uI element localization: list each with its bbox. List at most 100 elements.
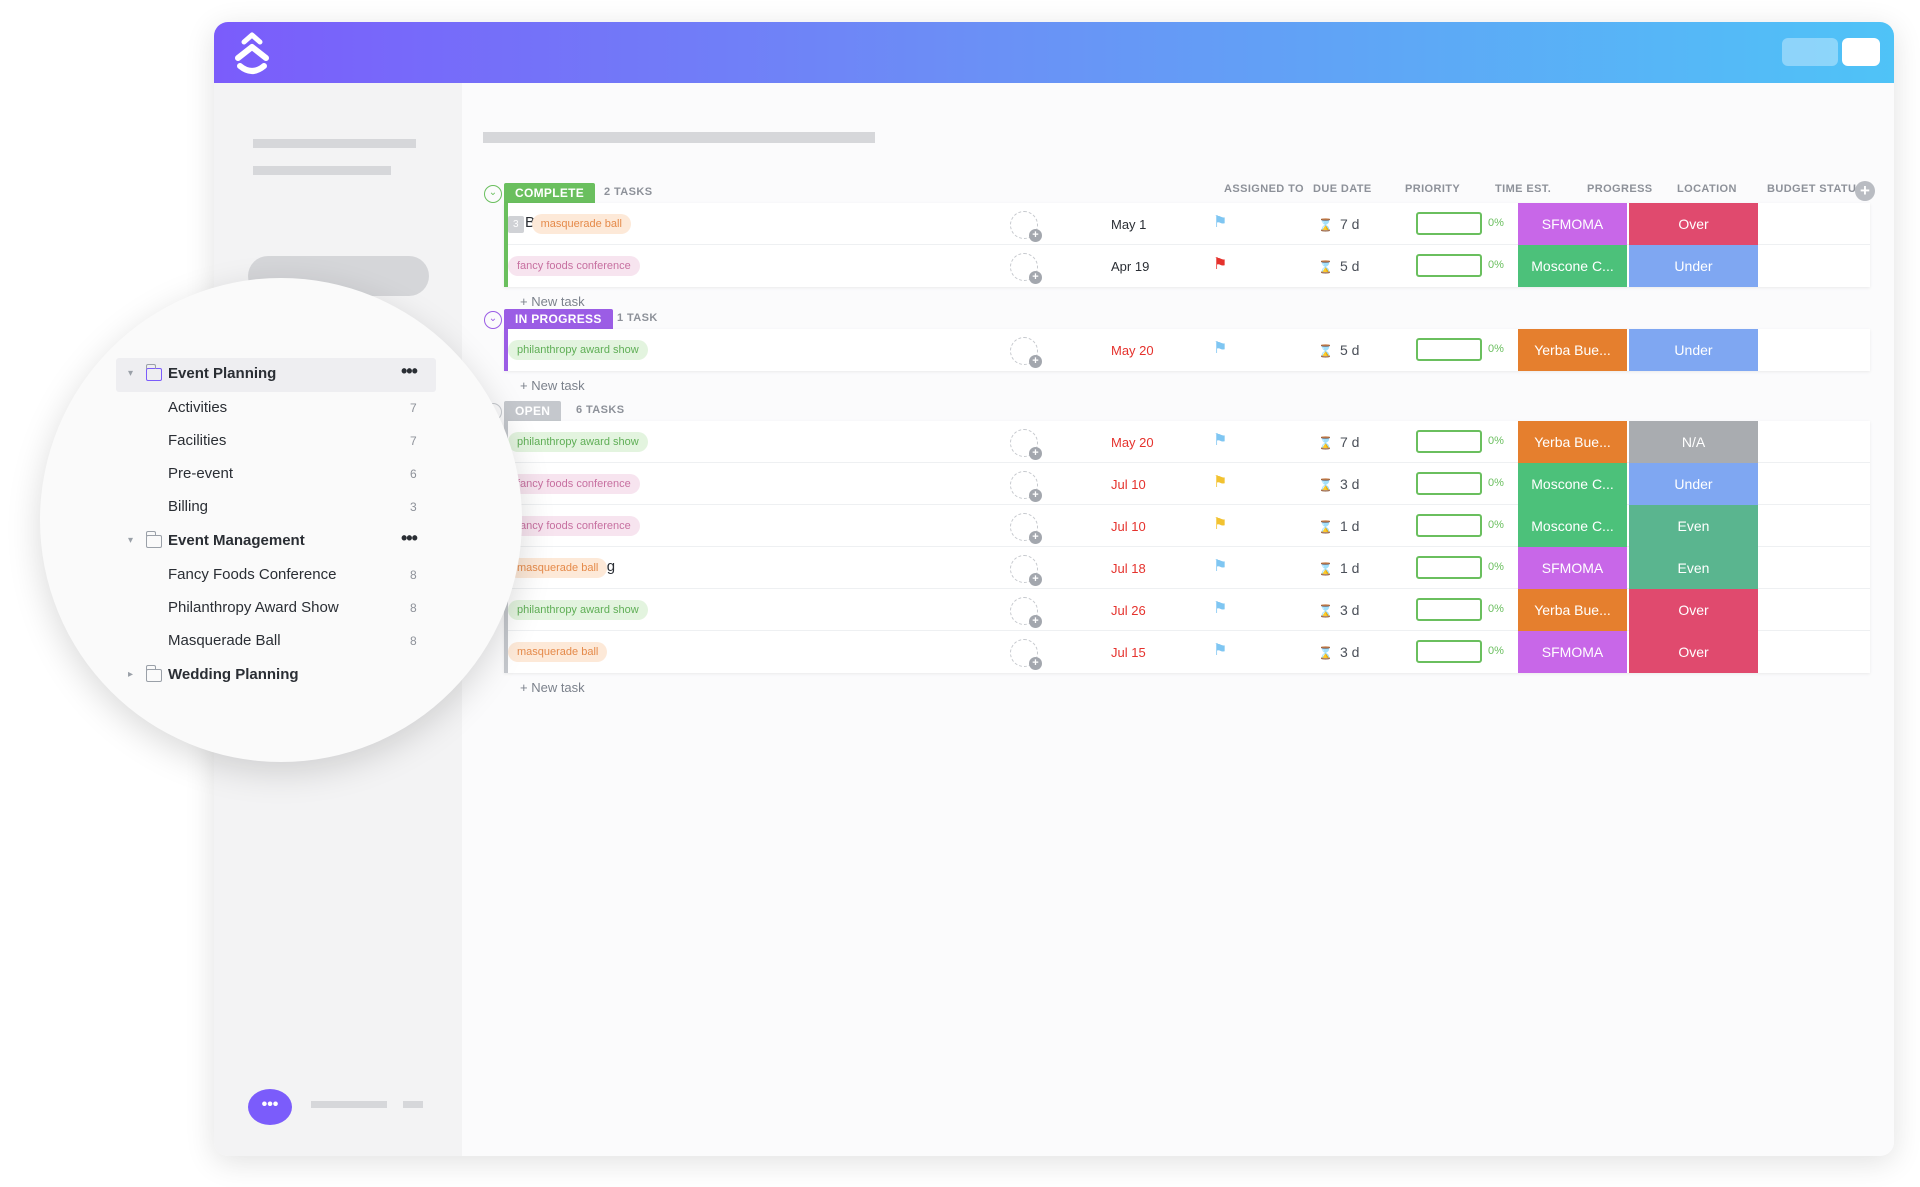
chat-icon[interactable]: •••	[248, 1089, 292, 1125]
chevron-down-icon[interactable]: ▾	[128, 535, 134, 546]
new-task-button[interactable]: + New task	[520, 378, 585, 393]
progress-bar[interactable]	[1416, 254, 1482, 277]
flag-icon[interactable]: ⚑	[1213, 642, 1228, 659]
chevron-right-icon[interactable]: ▸	[128, 669, 134, 680]
flag-icon[interactable]: ⚑	[1213, 558, 1228, 575]
add-assignee-icon[interactable]	[1010, 211, 1042, 242]
sidebar-folder-wedding-planning[interactable]: Wedding Planning	[168, 666, 299, 683]
add-assignee-icon[interactable]	[1010, 555, 1042, 586]
sidebar-list-activities[interactable]: Activities	[168, 399, 228, 416]
progress-bar[interactable]	[1416, 514, 1482, 537]
progress-bar[interactable]	[1416, 430, 1482, 453]
add-assignee-icon[interactable]	[1010, 337, 1042, 368]
location-cell[interactable]: SFMOMA	[1518, 547, 1627, 589]
more-options-icon[interactable]: •••	[401, 361, 418, 381]
tag-pill[interactable]: philanthropy award show	[508, 432, 648, 452]
status-badge[interactable]: IN PROGRESS	[504, 309, 613, 329]
clickup-logo-icon[interactable]	[228, 28, 276, 78]
flag-icon[interactable]: ⚑	[1213, 600, 1228, 617]
location-cell[interactable]: Yerba Bue...	[1518, 329, 1627, 371]
sidebar-list-philanthropy-award-show[interactable]: Philanthropy Award Show	[168, 599, 339, 616]
budget-status-cell[interactable]: N/A	[1629, 421, 1758, 463]
time-estimate[interactable]: ⌛ 3 d	[1318, 476, 1359, 492]
flag-icon[interactable]: ⚑	[1213, 256, 1228, 273]
due-date[interactable]: May 20	[1111, 435, 1154, 450]
new-task-button[interactable]: + New task	[520, 680, 585, 695]
tag-pill[interactable]: masquerade ball	[508, 642, 608, 662]
collapse-toggle-icon[interactable]: ⌄	[484, 185, 502, 203]
time-estimate[interactable]: ⌛ 1 d	[1318, 518, 1359, 534]
location-cell[interactable]: Moscone C...	[1518, 245, 1627, 287]
add-assignee-icon[interactable]	[1010, 429, 1042, 460]
sidebar-list-billing[interactable]: Billing	[168, 498, 209, 515]
table-row[interactable]: Book Venue3masquerade ballMay 1⚑⌛7 d0%SF…	[508, 203, 1870, 245]
tag-pill[interactable]: philanthropy award show	[508, 600, 648, 620]
add-assignee-icon[interactable]	[1010, 597, 1042, 628]
due-date[interactable]: Jul 18	[1111, 561, 1146, 576]
tag-pill[interactable]: fancy foods conference	[508, 256, 640, 276]
table-row[interactable]: Entertainmentphilanthropy award showMay …	[508, 329, 1870, 371]
table-row[interactable]: Cateringphilanthropy award showJul 26⚑⌛3…	[508, 589, 1870, 631]
budget-status-cell[interactable]: Under	[1629, 245, 1758, 287]
add-assignee-icon[interactable]	[1010, 639, 1042, 670]
time-estimate[interactable]: ⌛ 1 d	[1318, 560, 1359, 576]
sidebar-list-fancy-foods-conference[interactable]: Fancy Foods Conference	[168, 566, 337, 583]
add-column-icon[interactable]: +	[1855, 181, 1875, 201]
time-estimate[interactable]: ⌛ 7 d	[1318, 434, 1359, 450]
table-row[interactable]: Face paintingmasquerade ballJul 18⚑⌛1 d0…	[508, 547, 1870, 589]
flag-icon[interactable]: ⚑	[1213, 474, 1228, 491]
table-row[interactable]: Full service barfancy foods conferenceJu…	[508, 505, 1870, 547]
sidebar-folder-event-planning[interactable]: Event Planning	[168, 365, 277, 382]
budget-status-cell[interactable]: Even	[1629, 505, 1758, 547]
location-cell[interactable]: SFMOMA	[1518, 203, 1627, 245]
sidebar-folder-event-management[interactable]: Event Management	[168, 532, 305, 549]
budget-status-cell[interactable]: Under	[1629, 329, 1758, 371]
due-date[interactable]: May 1	[1111, 217, 1147, 232]
progress-bar[interactable]	[1416, 598, 1482, 621]
budget-status-cell[interactable]: Under	[1629, 463, 1758, 505]
progress-bar[interactable]	[1416, 472, 1482, 495]
flag-icon[interactable]: ⚑	[1213, 432, 1228, 449]
collapse-toggle-icon[interactable]: ⌄	[484, 311, 502, 329]
tag-pill[interactable]: masquerade ball	[508, 558, 608, 578]
sidebar-list-facilities[interactable]: Facilities	[168, 432, 227, 449]
table-row[interactable]: Cateringfancy foods conferenceJul 10⚑⌛3 …	[508, 463, 1870, 505]
status-badge[interactable]: OPEN	[504, 401, 562, 421]
tag-pill[interactable]: fancy foods conference	[508, 474, 640, 494]
topbar-button-primary[interactable]	[1842, 38, 1880, 66]
due-date[interactable]: Jul 10	[1111, 519, 1146, 534]
table-row[interactable]: Set budgetfancy foods conferenceApr 19⚑⌛…	[508, 245, 1870, 287]
new-task-button[interactable]: + New task	[520, 294, 585, 309]
due-date[interactable]: May 20	[1111, 343, 1154, 358]
table-row[interactable]: Sponsor's speechphilanthropy award showM…	[508, 421, 1870, 463]
time-estimate[interactable]: ⌛ 5 d	[1318, 342, 1359, 358]
progress-bar[interactable]	[1416, 556, 1482, 579]
time-estimate[interactable]: ⌛ 3 d	[1318, 602, 1359, 618]
location-cell[interactable]: SFMOMA	[1518, 631, 1627, 673]
due-date[interactable]: Jul 26	[1111, 603, 1146, 618]
location-cell[interactable]: Moscone C...	[1518, 505, 1627, 547]
budget-status-cell[interactable]: Over	[1629, 589, 1758, 631]
due-date[interactable]: Jul 15	[1111, 645, 1146, 660]
due-date[interactable]: Apr 19	[1111, 259, 1150, 274]
tag-pill[interactable]: masquerade ball	[531, 214, 631, 234]
budget-status-cell[interactable]: Over	[1629, 631, 1758, 673]
status-badge[interactable]: COMPLETE	[504, 183, 596, 203]
budget-status-cell[interactable]: Even	[1629, 547, 1758, 589]
time-estimate[interactable]: ⌛ 7 d	[1318, 216, 1359, 232]
location-cell[interactable]: Moscone C...	[1518, 463, 1627, 505]
add-assignee-icon[interactable]	[1010, 471, 1042, 502]
progress-bar[interactable]	[1416, 640, 1482, 663]
add-assignee-icon[interactable]	[1010, 513, 1042, 544]
add-assignee-icon[interactable]	[1010, 253, 1042, 284]
flag-icon[interactable]: ⚑	[1213, 516, 1228, 533]
sidebar-list-masquerade-ball[interactable]: Masquerade Ball	[168, 632, 281, 649]
location-cell[interactable]: Yerba Bue...	[1518, 589, 1627, 631]
time-estimate[interactable]: ⌛ 3 d	[1318, 644, 1359, 660]
chevron-down-icon[interactable]: ▾	[128, 368, 134, 379]
progress-bar[interactable]	[1416, 212, 1482, 235]
progress-bar[interactable]	[1416, 338, 1482, 361]
time-estimate[interactable]: ⌛ 5 d	[1318, 258, 1359, 274]
due-date[interactable]: Jul 10	[1111, 477, 1146, 492]
table-row[interactable]: Cateringmasquerade ballJul 15⚑⌛3 d0%SFMO…	[508, 631, 1870, 673]
